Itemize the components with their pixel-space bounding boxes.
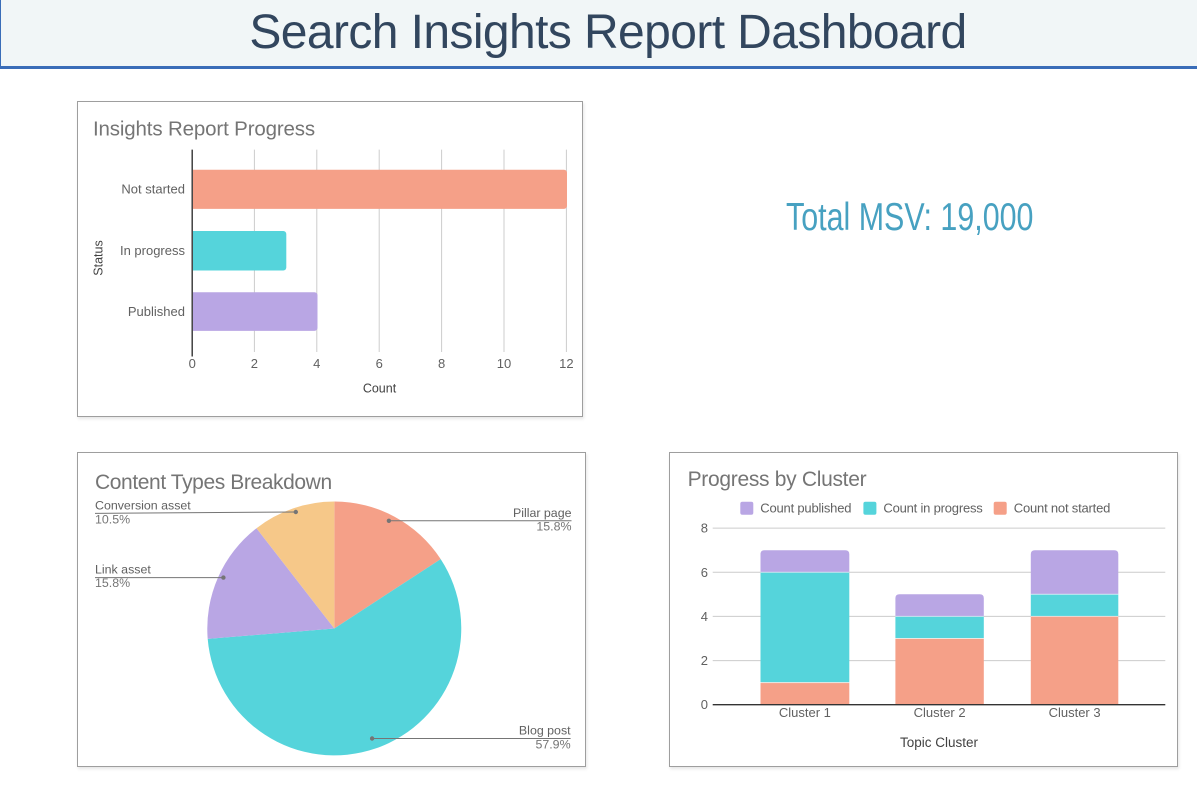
svg-text:Cluster 2: Cluster 2 — [914, 705, 966, 720]
svg-text:10.5%: 10.5% — [95, 512, 130, 526]
svg-text:Count not started: Count not started — [1014, 501, 1110, 516]
svg-text:Status: Status — [92, 240, 106, 275]
svg-text:8: 8 — [701, 521, 708, 536]
svg-text:Blog post: Blog post — [519, 724, 571, 738]
svg-text:2: 2 — [251, 356, 258, 371]
svg-text:15.8%: 15.8% — [536, 519, 571, 533]
svg-text:Conversion asset: Conversion asset — [95, 498, 191, 512]
svg-text:Link asset: Link asset — [95, 562, 151, 576]
svg-text:0: 0 — [189, 356, 196, 371]
svg-text:10: 10 — [497, 356, 511, 371]
svg-text:Count: Count — [363, 382, 397, 396]
svg-text:Insights Report Progress: Insights Report Progress — [93, 118, 315, 141]
svg-text:Cluster 3: Cluster 3 — [1049, 705, 1101, 720]
svg-text:Count published: Count published — [760, 501, 851, 516]
svg-text:15.8%: 15.8% — [95, 576, 130, 590]
svg-text:Cluster 1: Cluster 1 — [779, 705, 831, 720]
svg-text:8: 8 — [438, 356, 445, 371]
svg-text:4: 4 — [313, 356, 320, 371]
svg-text:Topic Cluster: Topic Cluster — [900, 735, 979, 750]
svg-text:Progress by Cluster: Progress by Cluster — [688, 468, 867, 491]
svg-text:Content Types Breakdown: Content Types Breakdown — [95, 471, 332, 494]
svg-text:2: 2 — [701, 653, 708, 668]
svg-text:6: 6 — [701, 565, 708, 580]
svg-text:6: 6 — [376, 356, 383, 371]
svg-text:In progress: In progress — [120, 243, 186, 258]
svg-text:Published: Published — [128, 304, 185, 319]
svg-text:Pillar page: Pillar page — [513, 506, 572, 520]
svg-text:12: 12 — [559, 356, 573, 371]
svg-text:Not started: Not started — [121, 182, 185, 197]
svg-text:0: 0 — [701, 697, 708, 712]
svg-text:4: 4 — [701, 609, 708, 624]
svg-text:Count in progress: Count in progress — [883, 501, 983, 516]
svg-text:57.9%: 57.9% — [535, 738, 570, 752]
